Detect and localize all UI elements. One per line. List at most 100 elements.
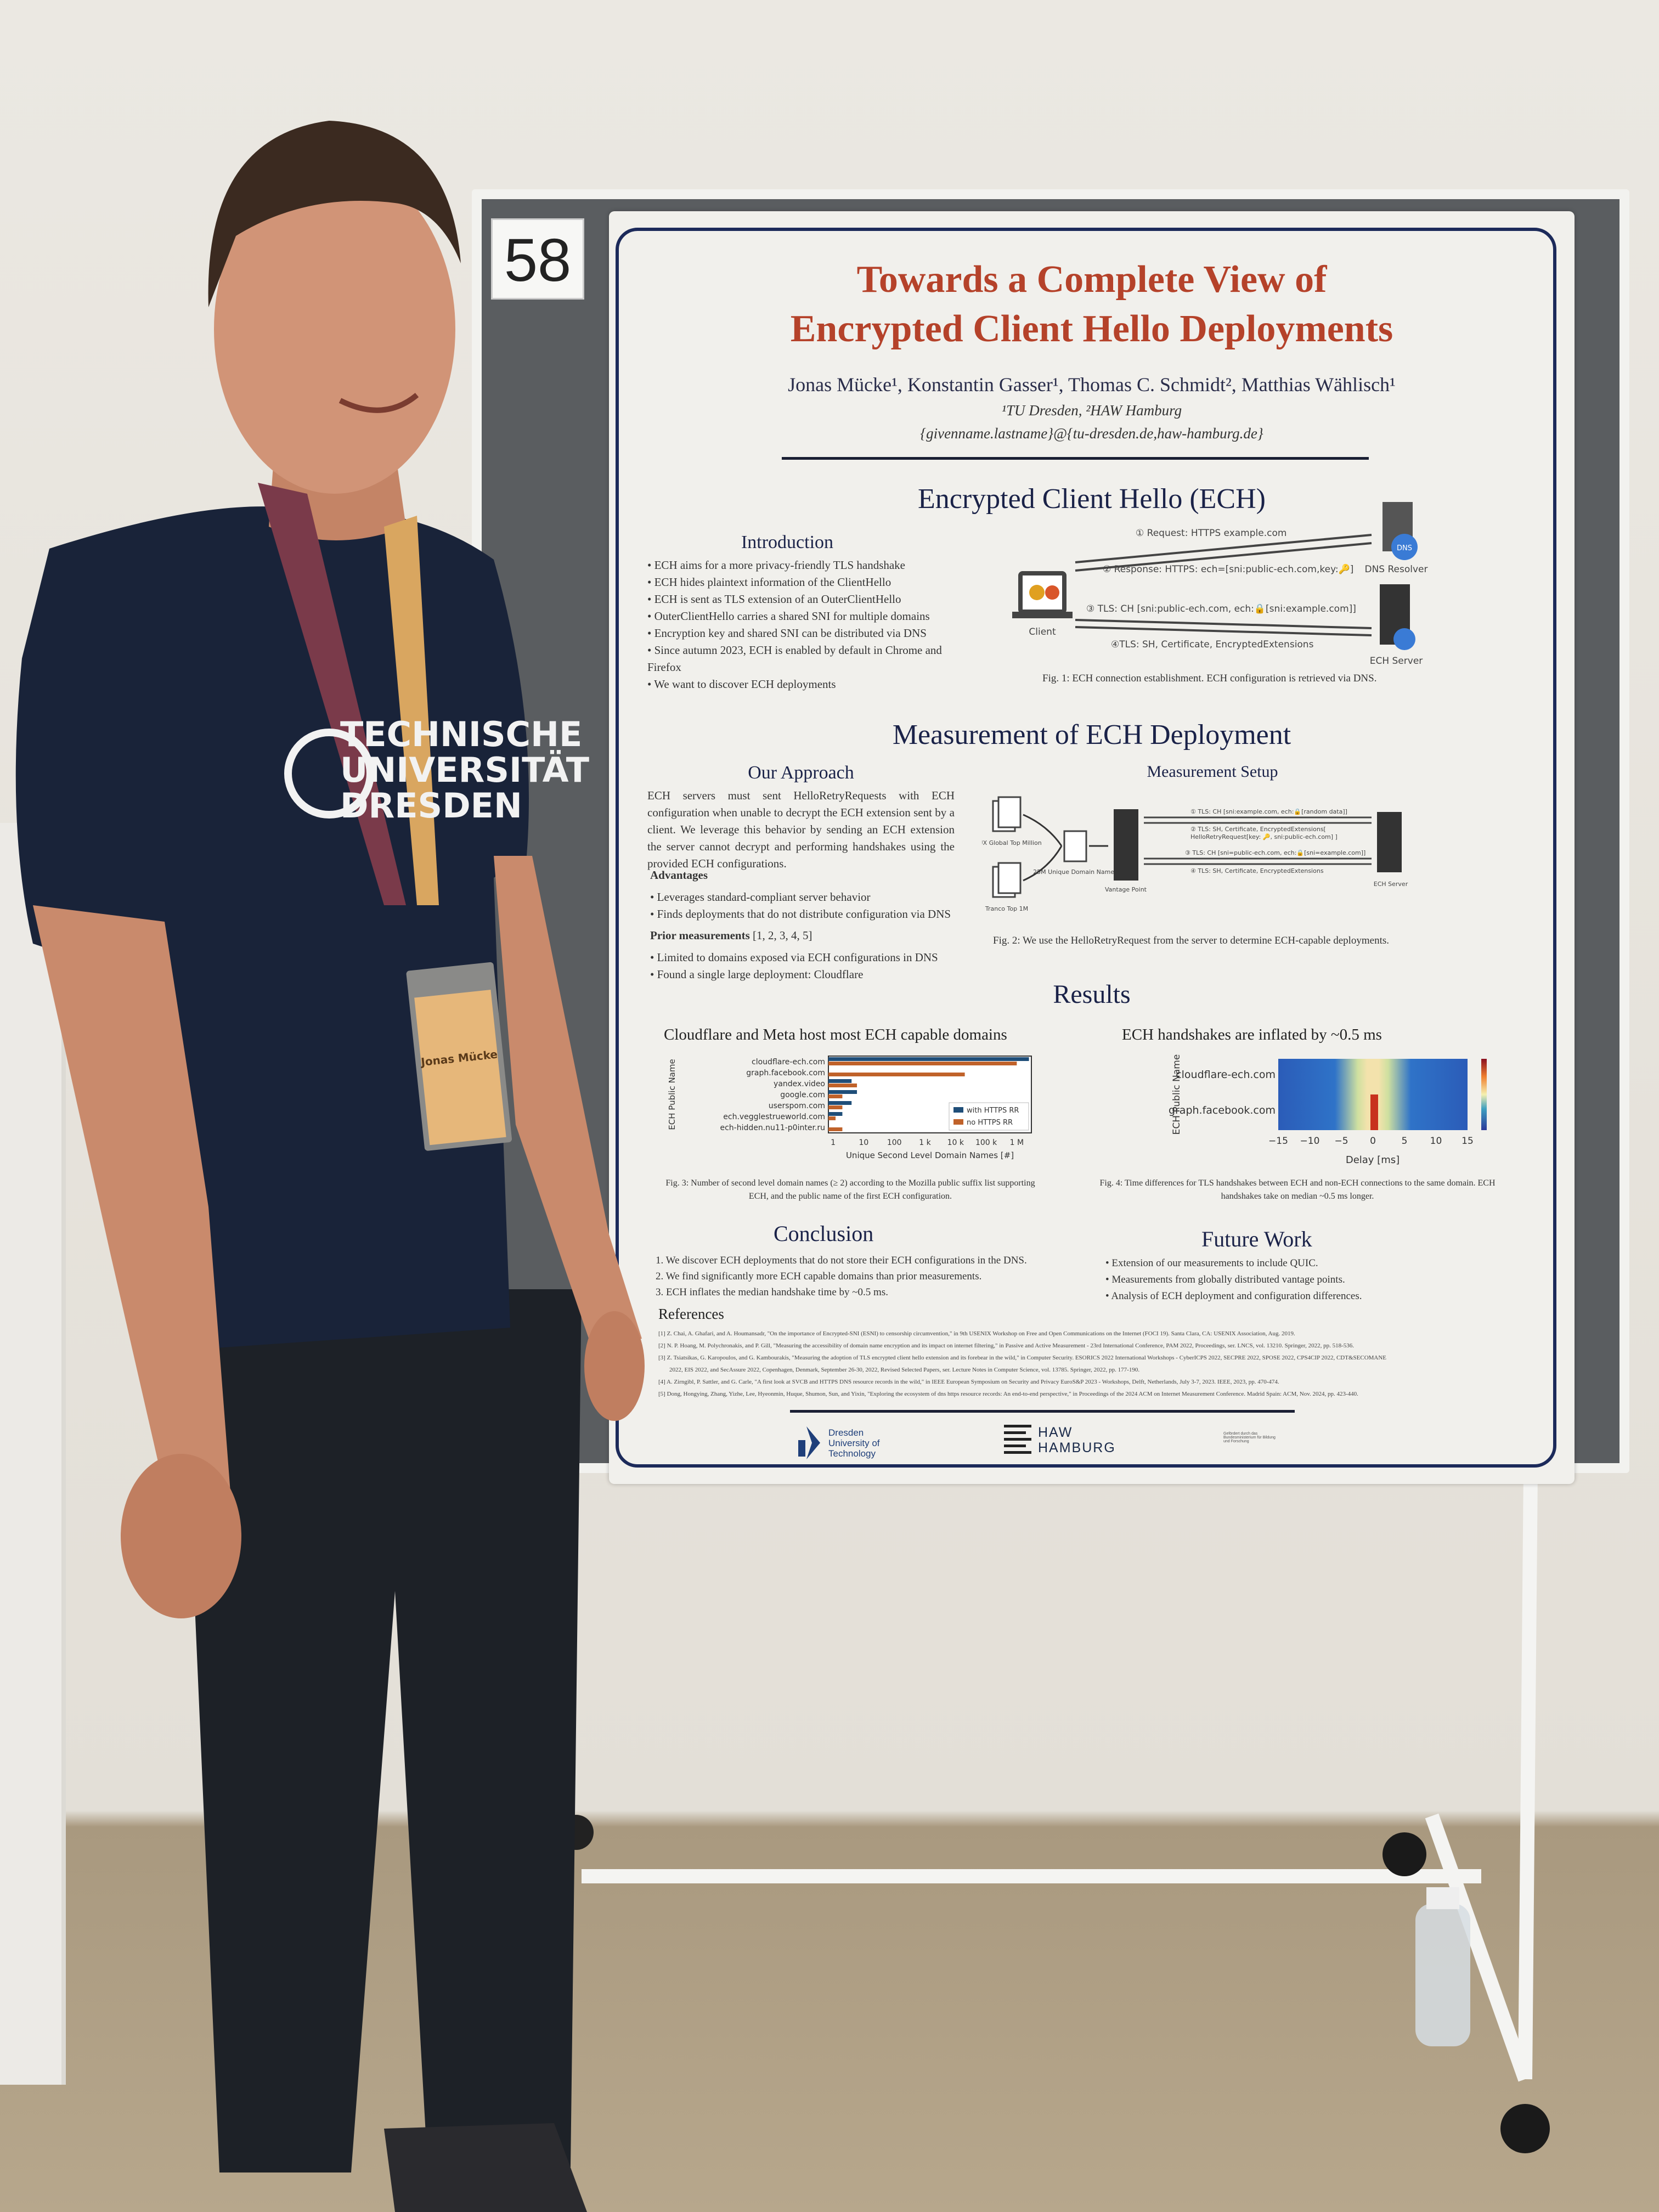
document-icon: [997, 862, 1022, 894]
src1-label: CrUX Global Top Million: [982, 839, 1042, 847]
prior-item: Limited to domains exposed via ECH confi…: [650, 949, 979, 966]
intro-bullet: We want to discover ECH deployments: [647, 676, 955, 693]
future-list: Extension of our measurements to include…: [1105, 1255, 1489, 1305]
fig1-msg4: ④TLS: SH, Certificate, EncryptedExtensio…: [1111, 639, 1314, 650]
x-tick-label: 5: [1402, 1136, 1408, 1147]
fig2-msg2b: HelloRetryRequest[key: 🔑, sni:public-ech…: [1190, 833, 1338, 840]
bar-no-https-rr: [828, 1116, 836, 1120]
intro-bullet: ECH hides plaintext information of the C…: [647, 574, 955, 591]
x-tick-label: 15: [1462, 1136, 1474, 1147]
dns-badge-label: DNS: [1397, 544, 1412, 552]
flow-arrows: [1023, 814, 1108, 882]
intro-heading: Introduction: [741, 532, 834, 552]
y-tick: graph.facebook.com: [1169, 1104, 1276, 1116]
water-bottle: [1415, 1904, 1470, 2046]
fig3-caption: Fig. 3: Number of second level domain na…: [665, 1178, 1035, 1201]
colorbar: [1481, 1059, 1487, 1130]
bottle-cap: [1426, 1887, 1459, 1909]
x-tick-label: 1 M: [1010, 1138, 1024, 1147]
hair: [208, 121, 461, 307]
poster-border: [616, 228, 1556, 1468]
lanyard: [258, 483, 406, 905]
future-item: Extension of our measurements to include…: [1105, 1255, 1489, 1272]
setup-heading: Measurement Setup: [1147, 763, 1278, 781]
section-results: Results: [1053, 980, 1131, 1009]
conclusion-item: 2. We find significantly more ECH capabl…: [656, 1271, 982, 1282]
bar-no-https-rr: [828, 1062, 1017, 1065]
reference: [4] A. Zirngibl, P. Sattler, and G. Carl…: [658, 1379, 1279, 1385]
document-icon: [1063, 830, 1087, 862]
conclusion-item: 1. We discover ECH deployments that do n…: [656, 1255, 1027, 1266]
haw-logo: HAW HAMBURG: [1004, 1424, 1116, 1457]
tud-logo-mark: [798, 1426, 820, 1459]
merged-label: 25M Unique Domain Names: [1033, 868, 1118, 876]
divider: [782, 457, 1369, 460]
prior-list: Limited to domains exposed via ECH confi…: [650, 949, 979, 983]
x-tick-label: 1: [831, 1138, 836, 1147]
y-tick-label: ech-hidden.nu11-p0inter.ru: [720, 1124, 825, 1132]
y-tick-label: cloudflare-ech.com: [752, 1058, 825, 1066]
advantages-list: Leverages standard-compliant server beha…: [650, 889, 979, 923]
y-tick-label: google.com: [780, 1091, 825, 1099]
globe-icon: [1393, 628, 1415, 650]
dns-label: DNS Resolver: [1365, 564, 1428, 575]
fig1-diagram: Client DNS DNS Resolver ECH Server ① Req…: [1012, 502, 1428, 667]
bar-with-https-rr: [828, 1079, 852, 1083]
section-measurement: Measurement of ECH Deployment: [892, 719, 1291, 751]
y-tick-label: yandex.video: [774, 1080, 825, 1088]
intro-bullet: ECH is sent as TLS extension of an Outer…: [647, 591, 955, 608]
x-tick-label: −5: [1334, 1136, 1348, 1147]
x-tick-label: 100: [887, 1138, 902, 1147]
advantage-item: Finds deployments that do not distribute…: [650, 906, 979, 923]
bar-with-https-rr: [828, 1101, 852, 1105]
x-tick-label: 0: [1370, 1136, 1376, 1147]
fig1-msg1: ① Request: HTTPS example.com: [1136, 528, 1286, 539]
x-tick-label: 100 k: [975, 1138, 997, 1147]
reference: 2022, EIS 2022, and SecAssure 2022, Cope…: [669, 1367, 1140, 1373]
x-tick-label: 10: [1430, 1136, 1442, 1147]
prior-item: Found a single large deployment: Cloudfl…: [650, 966, 979, 983]
future-heading: Future Work: [1201, 1227, 1312, 1251]
intro-list: ECH aims for a more privacy-friendly TLS…: [647, 557, 955, 693]
bar-no-https-rr: [828, 1127, 843, 1131]
prior-refs: [1, 2, 3, 4, 5]: [753, 929, 812, 942]
shirt-text: DRESDEN: [340, 786, 522, 826]
fig1-msg2: ② Response: HTTPS: ech=[sni:public-ech.c…: [1103, 563, 1353, 575]
conclusion-item: 3. ECH inflates the median handshake tim…: [656, 1286, 888, 1298]
x-tick-label: 1 k: [919, 1138, 931, 1147]
shirt-text: TECHNISCHE: [340, 714, 582, 754]
advantage-item: Leverages standard-compliant server beha…: [650, 889, 979, 906]
vantage-label: Vantage Point: [1105, 886, 1147, 893]
poster-number: 58: [491, 218, 584, 300]
y-tick-label: graph.facebook.com: [746, 1069, 825, 1077]
fig2-diagram: CrUX Global Top Million Tranco Top 1M 25…: [982, 796, 1408, 912]
t-shirt: [15, 506, 529, 1350]
trousers: [181, 1289, 582, 2172]
legend-label: no HTTPS RR: [967, 1119, 1013, 1127]
affiliations: ¹TU Dresden, ²HAW Hamburg: [1001, 402, 1182, 419]
fig2-msg4: ④ TLS: SH, Certificate, EncryptedExtensi…: [1190, 867, 1324, 874]
bmbf-logo: Gefördert durch das Bundesministerium fü…: [1223, 1432, 1276, 1443]
x-axis-label: Delay [ms]: [1346, 1154, 1400, 1166]
heatmap-peak-facebook: [1370, 1094, 1378, 1130]
shoe: [384, 2123, 587, 2212]
fig2-caption: Fig. 2: We use the HelloRetryRequest fro…: [993, 935, 1390, 946]
conclusion-heading: Conclusion: [774, 1221, 874, 1246]
fig1-caption: Fig. 1: ECH connection establishment. EC…: [1042, 673, 1377, 684]
poster: Towards a Complete View of Encrypted Cli…: [609, 211, 1575, 1484]
tu-logo-icon: [284, 729, 374, 819]
intro-bullet: Since autumn 2023, ECH is enabled by def…: [647, 642, 955, 676]
fig3-title: Cloudflare and Meta host most ECH capabl…: [664, 1026, 1007, 1043]
bar-no-https-rr: [828, 1094, 843, 1098]
laptop-base: [1012, 612, 1073, 618]
server-label: ECH Server: [1374, 881, 1408, 888]
src2-label: Tranco Top 1M: [985, 905, 1028, 912]
authors: Jonas Mücke¹, Konstantin Gasser¹, Thomas…: [788, 374, 1396, 396]
bar-no-https-rr: [828, 1105, 843, 1109]
smile: [338, 393, 419, 413]
fig2-msg2a: ② TLS: SH, Certificate, EncryptedExtensi…: [1190, 826, 1326, 833]
client-label: Client: [1029, 627, 1056, 637]
fig3-bar-chart: cloudflare-ech.com graph.facebook.com yand…: [667, 1056, 1032, 1160]
legend: with HTTPS RR no HTTPS RR: [949, 1102, 1029, 1131]
dns-badge: [1391, 534, 1418, 560]
